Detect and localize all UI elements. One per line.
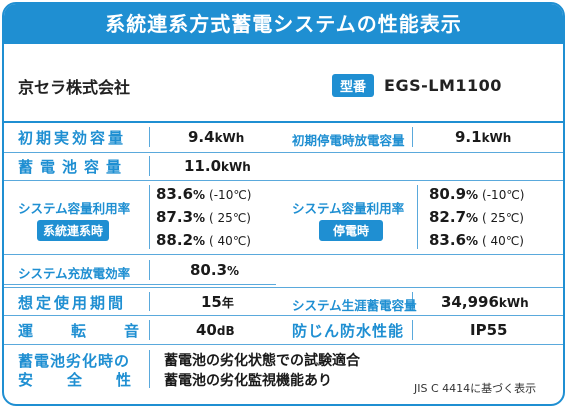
protection-value: IP55	[470, 321, 508, 339]
outage-badge: 停電時	[319, 220, 384, 241]
outage-capacity-value: 9.1kWh	[455, 128, 512, 146]
charge-efficiency-value: 80.3%	[190, 261, 240, 279]
column-divider	[149, 156, 150, 176]
page-title: 系統連系方式蓄電システムの性能表示	[4, 4, 563, 44]
divider	[4, 254, 563, 255]
divider	[4, 152, 563, 153]
noise-value: 40dB	[196, 321, 235, 339]
usage-rate-outage-row: 82.7%( 25℃)	[429, 208, 524, 226]
degradation-label-line1: 蓄電池劣化時の	[18, 352, 131, 370]
battery-capacity-label: 蓄電池容量	[18, 158, 129, 176]
expected-period-value: 15年	[201, 293, 234, 311]
expected-period-label: 想定使用期間	[18, 294, 127, 312]
column-divider	[412, 320, 413, 340]
degradation-label-line2: 安全性	[18, 371, 166, 389]
column-divider	[149, 127, 150, 147]
column-divider	[149, 292, 150, 311]
divider	[4, 121, 563, 123]
column-divider	[149, 260, 150, 280]
column-divider	[149, 350, 150, 388]
degradation-test-text: 蓄電池の劣化状態での試験適合	[164, 353, 360, 369]
divider	[4, 284, 276, 285]
degradation-monitor-text: 蓄電池の劣化監視機能あり	[164, 373, 332, 389]
column-divider	[149, 185, 150, 249]
manufacturer-name: 京セラ株式会社	[18, 78, 131, 97]
column-divider	[412, 292, 413, 311]
divider	[4, 344, 563, 345]
outage-capacity-label: 初期停電時放電容量	[292, 133, 405, 148]
usage-rate-outage-row: 80.9% (-10℃)	[429, 185, 525, 203]
model-number: 型番 EGS-LM1100	[332, 74, 502, 97]
charge-efficiency-label: システム充放電効率	[18, 266, 131, 281]
divider	[4, 180, 563, 181]
lifetime-capacity-value: 34,996kWh	[441, 293, 529, 311]
divider	[4, 315, 563, 316]
usage-rate-outage-row: 83.6%( 40℃)	[429, 231, 524, 249]
battery-capacity-value: 11.0kWh	[184, 157, 251, 175]
model-badge: 型番	[332, 74, 375, 97]
noise-label: 運転音	[18, 322, 178, 340]
usage-rate-grid-row: 87.3%( 25℃)	[156, 208, 251, 226]
column-divider	[412, 127, 413, 147]
rated-capacity-value: 9.4kWh	[188, 128, 245, 146]
usage-rate-outage-label: システム容量利用率	[292, 201, 405, 216]
usage-rate-grid-label: システム容量利用率	[18, 201, 131, 216]
usage-rate-grid-row: 83.6% (-10℃)	[156, 185, 252, 203]
jis-footnote: JIS C 4414に基づく表示	[414, 382, 537, 395]
grid-connected-badge: 系統連系時	[37, 220, 110, 241]
rated-capacity-label: 初期実効容量	[18, 129, 127, 147]
protection-label: 防じん防水性能	[292, 322, 405, 340]
model-value: EGS-LM1100	[384, 76, 502, 95]
lifetime-capacity-label: システム生涯蓄電容量	[292, 298, 417, 313]
column-divider	[417, 185, 418, 249]
usage-rate-grid-row: 88.2%( 40℃)	[156, 231, 251, 249]
column-divider	[149, 320, 150, 340]
divider	[4, 287, 563, 288]
